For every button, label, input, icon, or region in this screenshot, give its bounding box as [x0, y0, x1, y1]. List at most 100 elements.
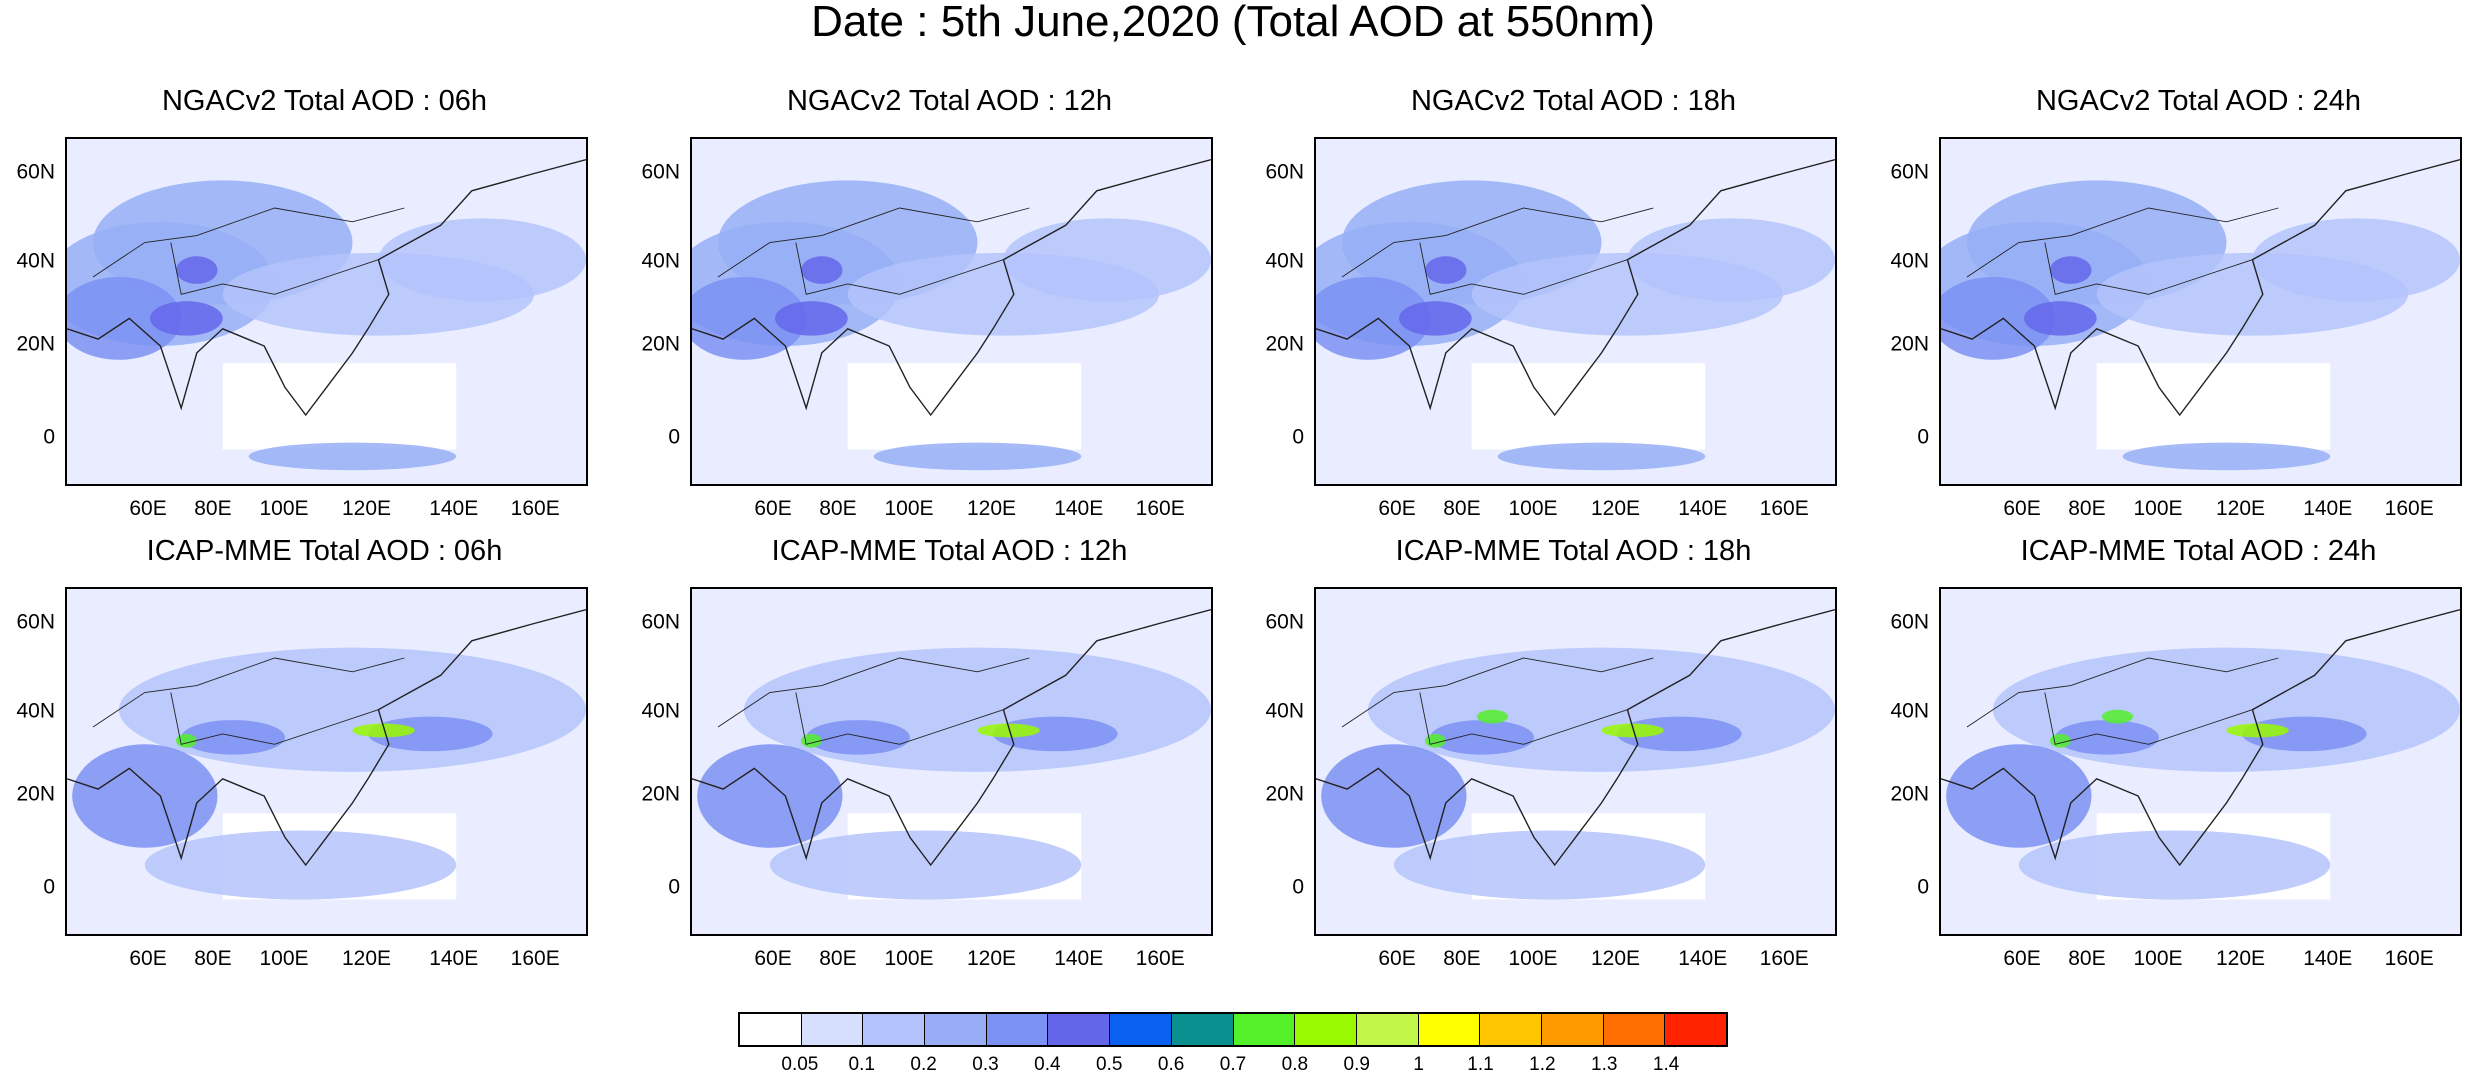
- colorbar-box: [740, 1014, 802, 1045]
- lat-tick-label: 60N: [1265, 610, 1304, 633]
- colorbar-label: 0.9: [1343, 1054, 1370, 1075]
- lat-tick-label: 60N: [1890, 160, 1929, 183]
- lat-tick-label: 0: [1292, 425, 1304, 449]
- panel-title: ICAP-MME Total AOD : 12h: [771, 535, 1128, 567]
- lat-tick-label: 20N: [1265, 332, 1304, 356]
- aod-field: [1316, 609, 1835, 900]
- aod-region: [1393, 830, 1706, 900]
- aod-region: [1627, 218, 1835, 302]
- lat-tick-label: 20N: [1265, 782, 1304, 806]
- aod-region: [1430, 720, 1534, 755]
- lon-tick-label: 120E: [2216, 497, 2266, 520]
- lon-tick-label: 160E: [1759, 947, 1809, 970]
- lat-tick-label: 0: [1292, 875, 1304, 899]
- aod-region: [1321, 744, 1467, 848]
- aod-region: [181, 720, 285, 755]
- colorbar: [738, 1012, 1728, 1047]
- aod-region: [806, 720, 910, 755]
- aod-region: [2252, 218, 2460, 302]
- lon-tick-label: 140E: [429, 947, 479, 970]
- lon-tick-label: 160E: [1135, 497, 1185, 520]
- coastline: [67, 159, 586, 417]
- aod-region: [800, 256, 843, 284]
- panel-title: ICAP-MME Total AOD : 18h: [1395, 535, 1752, 567]
- lat-tick-label: 0: [43, 875, 55, 899]
- aod-field: [67, 609, 586, 900]
- lat-tick-label: 40N: [16, 699, 55, 723]
- colorbar-box: [1295, 1014, 1357, 1045]
- country-borders: [1966, 207, 2279, 295]
- country-borders: [1341, 657, 1654, 745]
- panel-title: NGACv2 Total AOD : 24h: [2035, 85, 2362, 117]
- aod-region: [1424, 256, 1467, 284]
- aod-region: [2101, 709, 2134, 724]
- map-frame: [1314, 587, 1837, 936]
- coastline: [1941, 609, 2460, 867]
- map-frame: [1314, 137, 1837, 486]
- aod-region: [769, 830, 1082, 900]
- colorbar-label: 1.4: [1652, 1054, 1680, 1075]
- coastline: [67, 609, 586, 867]
- aod-region: [150, 301, 223, 336]
- lon-tick-label: 100E: [884, 947, 934, 970]
- lon-tick-label: 120E: [342, 947, 392, 970]
- aod-region: [248, 442, 457, 471]
- lat-tick-label: 0: [43, 425, 55, 449]
- aod-field: [1941, 159, 2460, 471]
- lon-tick-label: 160E: [2384, 497, 2434, 520]
- lat-tick-label: 20N: [1890, 332, 1929, 356]
- lon-tick-label: 100E: [2133, 947, 2183, 970]
- map-frame: [65, 587, 588, 936]
- lon-tick-label: 80E: [1443, 947, 1481, 970]
- colorbar-box: [1665, 1014, 1726, 1045]
- clean-air-region: [1471, 363, 1706, 450]
- coastline: [692, 609, 1211, 867]
- lon-tick-label: 120E: [2216, 947, 2266, 970]
- aod-region: [775, 301, 848, 336]
- aod-field: [1941, 609, 2460, 900]
- lon-tick-label: 80E: [2068, 947, 2106, 970]
- aod-region: [1367, 647, 1835, 772]
- aod-region: [2055, 720, 2159, 755]
- lon-tick-label: 120E: [342, 497, 392, 520]
- lon-tick-label: 120E: [967, 497, 1017, 520]
- lat-tick-label: 40N: [1265, 699, 1304, 723]
- aod-region: [378, 218, 586, 302]
- lon-tick-label: 60E: [2003, 497, 2041, 520]
- lon-tick-label: 100E: [884, 497, 934, 520]
- lat-tick-label: 0: [668, 425, 680, 449]
- clean-air-region: [847, 363, 1082, 450]
- coastline: [1941, 159, 2460, 417]
- lon-tick-label: 100E: [2133, 497, 2183, 520]
- lon-tick-label: 140E: [1678, 497, 1728, 520]
- lat-tick-label: 60N: [641, 160, 680, 183]
- lon-tick-label: 140E: [429, 497, 479, 520]
- panel-title: ICAP-MME Total AOD : 06h: [146, 535, 503, 567]
- colorbar-label: 0.5: [1096, 1054, 1123, 1075]
- lon-tick-label: 140E: [2303, 947, 2353, 970]
- colorbar-box: [1171, 1014, 1234, 1045]
- country-borders: [717, 657, 1030, 745]
- aod-region: [2018, 830, 2331, 900]
- coastline: [692, 159, 1211, 417]
- colorbar-label: 0.05: [781, 1054, 819, 1075]
- colorbar-box: [1356, 1014, 1419, 1045]
- lon-tick-label: 140E: [1678, 947, 1728, 970]
- lon-tick-label: 60E: [129, 497, 167, 520]
- clean-air-region: [2096, 363, 2331, 450]
- main-title: Date : 5th June,2020 (Total AOD at 550nm…: [811, 0, 1655, 46]
- map-frame: [1939, 587, 2462, 936]
- aod-region: [2024, 301, 2097, 336]
- lat-tick-label: 20N: [16, 782, 55, 806]
- lat-tick-label: 40N: [1890, 249, 1929, 273]
- lon-tick-label: 80E: [1443, 497, 1481, 520]
- colorbar-label: 0.3: [972, 1054, 999, 1075]
- colorbar-box: [801, 1014, 864, 1045]
- lon-tick-label: 120E: [967, 947, 1017, 970]
- lat-tick-label: 40N: [16, 249, 55, 273]
- aod-field: [692, 159, 1211, 471]
- colorbar-label: 1.1: [1467, 1054, 1494, 1075]
- colorbar-box: [986, 1014, 1049, 1045]
- lon-tick-label: 160E: [2384, 947, 2434, 970]
- aod-region: [873, 442, 1082, 471]
